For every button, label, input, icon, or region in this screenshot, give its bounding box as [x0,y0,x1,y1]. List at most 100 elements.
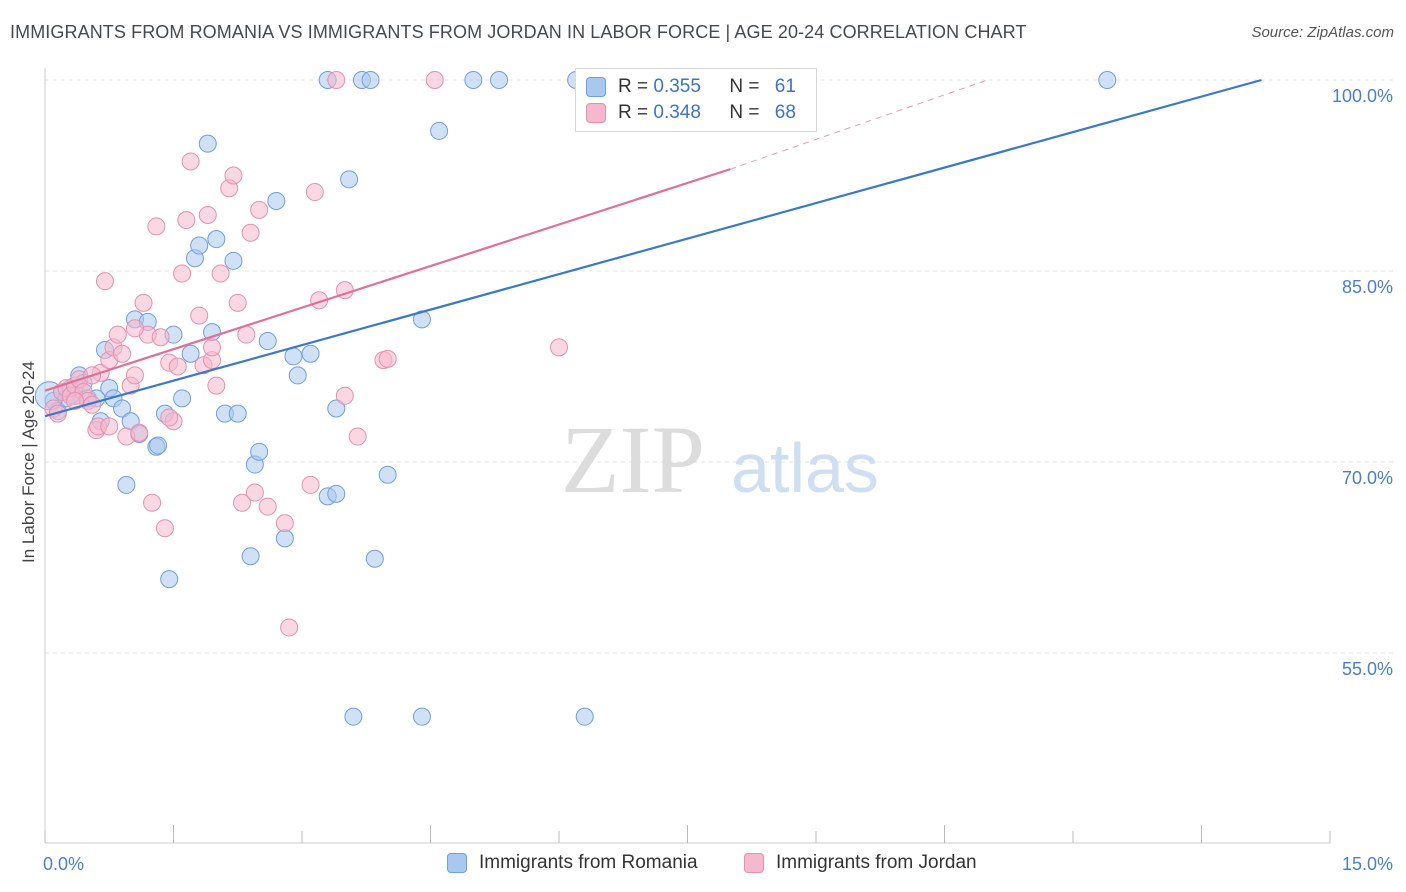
labels-layer: 55.0% 70.0% 85.0% 100.0% 0.0% 15.0% In Labor F… [19,86,1393,874]
romania-point-25 [173,389,192,408]
stats-legend-row-jordan: R = 0.348 N = 68 [586,101,796,125]
romania-swatch [586,77,606,97]
watermark-atlas: atlas [731,429,879,507]
romania-point-40 [275,529,294,548]
jordan-point-13 [95,272,114,291]
legend-jordan-label: Immigrants from Jordan [776,852,977,873]
romania-point-26 [181,344,200,363]
jordan-point-65 [160,408,179,427]
romania-point-41 [284,347,303,366]
jordan-point-46 [250,200,269,219]
jordan-point-67 [237,325,256,344]
watermark: ZIP atlas [561,406,879,513]
trend-layer [44,78,1262,418]
romania-point-37 [250,442,269,461]
jordan-point-49 [280,618,299,637]
romania-point-46 [340,170,359,189]
jordan-point-41 [224,166,243,185]
romania-point-50 [361,71,380,89]
romania-point-31 [207,230,226,249]
jordan-point-64 [125,319,144,338]
legend-item-romania[interactable]: Immigrants from Romania [447,852,698,874]
romania-point-52 [378,465,397,484]
y-tick-label-3: 100.0% [1332,86,1393,106]
romania-point-55 [412,707,431,726]
romania-point-34 [228,404,247,423]
jordan-point-56 [348,427,367,446]
legend-romania-label: Immigrants from Romania [479,852,698,873]
romania-point-28 [190,236,209,255]
jordan-point-22 [134,293,153,312]
romania-point-33 [224,251,243,270]
jordan-n-label: N = [729,102,765,123]
jordan-point-33 [181,152,200,171]
romania-points [34,71,1117,726]
jordan-point-53 [327,71,346,89]
jordan-point-55 [335,386,354,405]
jordan-point-45 [245,483,264,502]
jordan-point-26 [151,328,170,347]
romania-point-43 [301,344,320,363]
jordan-n-value: 68 [774,102,796,123]
jordan-point-42 [228,293,247,312]
stats-legend: R = 0.355 N = 61 R = 0.348 N = 68 [575,68,817,132]
y-tick-label-0: 55.0% [1342,659,1393,679]
jordan-point-17 [113,344,132,363]
y-axis-label: In Labor Force | Age 20-24 [19,361,38,563]
stats-legend-row-romania: R = 0.355 N = 61 [586,75,796,99]
jordan-trend-extension [730,79,988,170]
jordan-point-61 [65,391,84,410]
jordan-point-39 [211,264,230,283]
jordan-point-34 [190,306,209,325]
romania-point-39 [267,191,286,210]
romania-trend-line [44,78,1262,418]
jordan-point-66 [203,338,222,357]
jordan-point-38 [207,376,226,395]
jordan-points [44,71,568,637]
jordan-point-63 [100,417,119,436]
romania-point-61 [1098,71,1117,89]
x-tick-label-0: 0.0% [43,854,84,874]
romania-r-label: R = [618,76,654,97]
romania-point-58 [490,71,509,89]
romania-point-35 [241,547,260,566]
jordan-point-30 [168,357,187,376]
legend-item-jordan[interactable]: Immigrants from Jordan [744,852,977,874]
jordan-trend-line [44,168,731,392]
jordan-point-58 [378,349,397,368]
jordan-point-32 [177,211,196,230]
romania-n-label: N = [729,76,765,97]
romania-point-57 [464,71,483,89]
jordan-point-16 [108,325,127,344]
jordan-r-label: R = [618,102,654,123]
y-tick-label-1: 70.0% [1342,468,1393,488]
romania-point-14 [113,399,132,418]
romania-point-29 [198,134,217,153]
y-tick-label-2: 85.0% [1342,277,1393,297]
romania-point-42 [288,366,307,385]
jordan-swatch [586,103,606,123]
jordan-point-24 [143,493,162,512]
romania-point-47 [327,399,346,418]
jordan-point-47 [258,497,277,516]
romania-point-21 [149,436,168,455]
legend-jordan-swatch [744,853,764,873]
jordan-point-60 [550,338,568,357]
jordan-point-59 [425,71,444,89]
jordan-r-value: 0.348 [653,102,701,123]
romania-point-23 [160,570,179,589]
chart-title: IMMIGRANTS FROM ROMANIA VS IMMIGRANTS FR… [10,22,1027,42]
romania-point-38 [258,332,277,351]
romania-point-56 [430,121,449,140]
romania-point-53 [365,549,384,568]
series-legend: Immigrants from Romania Immigrants from … [0,852,1406,878]
jordan-point-44 [241,223,260,242]
romania-point-15 [117,475,136,494]
romania-n-value: 61 [774,76,796,97]
jordan-point-43 [233,493,252,512]
jordan-point-21 [130,423,149,442]
source-label: Source: ZipAtlas.com [1251,24,1394,41]
romania-r-value: 0.355 [653,76,701,97]
jordan-point-25 [147,217,166,236]
